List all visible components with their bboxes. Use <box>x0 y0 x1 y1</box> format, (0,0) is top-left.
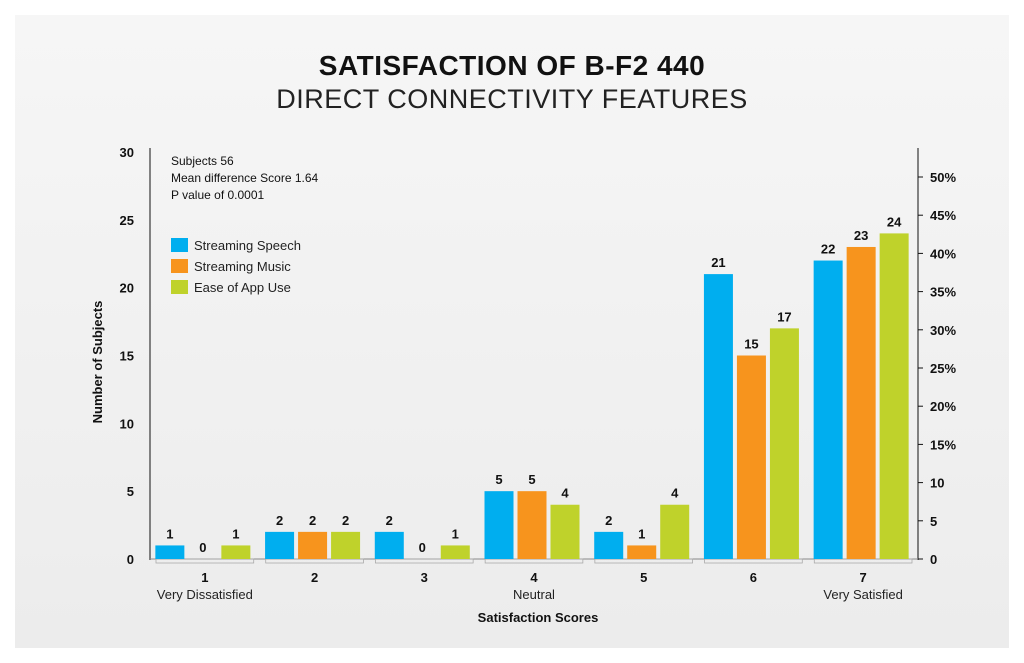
bar <box>440 545 470 559</box>
bar-value-label: 2 <box>276 513 283 528</box>
y2-tick-label: 50% <box>930 170 956 185</box>
bar-value-label: 5 <box>528 472 535 487</box>
bar-value-label: 2 <box>309 513 316 528</box>
bar-value-label: 17 <box>777 309 791 324</box>
annotation-line: Subjects 56 <box>171 154 234 168</box>
bar <box>660 504 690 559</box>
legend-swatch <box>171 238 188 252</box>
category-bracket <box>484 558 584 564</box>
bar <box>813 260 843 559</box>
bar-value-label: 1 <box>638 526 645 541</box>
bar <box>298 531 328 559</box>
y-tick-label: 0 <box>127 552 134 567</box>
x-tick-label: 5 <box>640 570 647 585</box>
bar <box>374 531 404 559</box>
annotation-line: Mean difference Score 1.64 <box>171 171 319 185</box>
bar <box>550 504 580 559</box>
y2-tick-label: 10 <box>930 476 944 491</box>
chart-subtitle: DIRECT CONNECTIVITY FEATURES <box>276 84 748 114</box>
category-bracket <box>375 558 474 564</box>
bar <box>265 531 295 559</box>
category-bracket <box>594 558 693 564</box>
legend-swatch <box>171 259 188 273</box>
bar-value-label: 2 <box>605 513 612 528</box>
bar <box>846 246 876 559</box>
y2-tick-label: 30% <box>930 323 956 338</box>
bar-value-label: 15 <box>744 337 758 352</box>
bar-value-label: 5 <box>495 472 502 487</box>
chart-title: SATISFACTION OF B-F2 440 <box>318 50 706 81</box>
bar-value-label: 21 <box>711 255 725 270</box>
legend-label: Streaming Music <box>194 259 291 274</box>
y2-tick-label: 5 <box>930 514 937 529</box>
bar-value-label: 0 <box>419 540 426 555</box>
x-tick-label: 4 <box>530 570 538 585</box>
bar-value-label: 1 <box>166 526 173 541</box>
y-tick-label: 30 <box>120 145 134 160</box>
y2-tick-label: 45% <box>930 208 956 223</box>
category-bracket <box>265 558 364 564</box>
bar-value-label: 4 <box>561 486 569 501</box>
x-axis-title: Satisfaction Scores <box>478 610 599 625</box>
y2-tick-label: 20% <box>930 399 956 414</box>
y-tick-label: 25 <box>120 213 134 228</box>
bar-value-label: 23 <box>854 228 868 243</box>
y2-tick-label: 35% <box>930 285 956 300</box>
legend-swatch <box>171 280 188 294</box>
bar-value-label: 22 <box>821 242 835 257</box>
x-tick-label: 3 <box>421 570 428 585</box>
x-tick-label: 1 <box>201 570 208 585</box>
y-axis-title: Number of Subjects <box>90 301 105 424</box>
y-tick-label: 20 <box>120 281 134 296</box>
bar <box>221 545 251 559</box>
bar-value-label: 4 <box>671 486 679 501</box>
category-bracket <box>704 558 803 564</box>
bar <box>331 531 361 559</box>
bar <box>703 274 733 559</box>
bar <box>517 491 547 559</box>
y2-tick-label: 0 <box>930 552 937 567</box>
bar-value-label: 24 <box>887 214 902 229</box>
y2-tick-label: 25% <box>930 361 956 376</box>
x-tick-sublabel: Very Satisfied <box>823 587 903 602</box>
x-tick-label: 7 <box>860 570 867 585</box>
y2-tick-label: 15% <box>930 437 956 452</box>
annotation-line: P value of 0.0001 <box>171 188 265 202</box>
category-bracket <box>813 558 913 564</box>
legend-label: Ease of App Use <box>194 280 291 295</box>
y-tick-label: 10 <box>120 416 134 431</box>
bar-value-label: 2 <box>386 513 393 528</box>
legend-label: Streaming Speech <box>194 238 301 253</box>
bar-value-label: 1 <box>452 526 459 541</box>
y2-tick-label: 40% <box>930 246 956 261</box>
bar <box>484 491 514 559</box>
bar <box>594 531 624 559</box>
bar-value-label: 1 <box>232 526 239 541</box>
category-bracket <box>155 558 255 564</box>
bar <box>627 545 657 559</box>
x-tick-label: 6 <box>750 570 757 585</box>
bar <box>879 233 909 559</box>
bar <box>736 355 766 559</box>
bar-value-label: 0 <box>199 540 206 555</box>
bar <box>769 328 799 559</box>
x-tick-sublabel: Neutral <box>513 587 555 602</box>
x-tick-label: 2 <box>311 570 318 585</box>
x-tick-sublabel: Very Dissatisfied <box>157 587 253 602</box>
bar <box>155 545 185 559</box>
y-tick-label: 15 <box>120 349 134 364</box>
bar-value-label: 2 <box>342 513 349 528</box>
y-tick-label: 5 <box>127 484 134 499</box>
